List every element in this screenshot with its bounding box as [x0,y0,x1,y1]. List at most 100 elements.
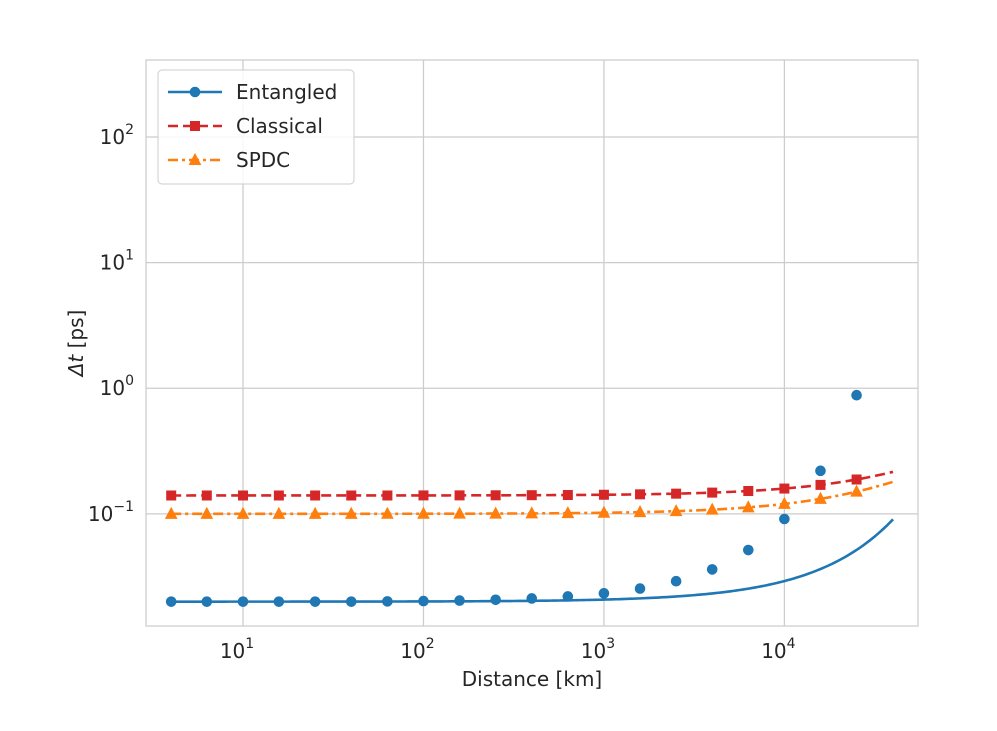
x-axis-label: Distance [km] [462,667,602,691]
data-point [851,474,862,485]
data-point [344,506,358,519]
y-tick-exponent: 2 [125,122,134,138]
data-point [598,489,609,500]
data-point [741,500,755,513]
legend-marker [190,121,200,131]
data-point [381,506,394,519]
data-point [382,596,393,607]
data-point [308,506,322,519]
data-point [561,506,575,519]
data-point [851,389,862,401]
data-point [743,544,754,556]
y-tick-exponent: −1 [113,499,134,515]
y-tick-exponent: 1 [125,248,134,264]
data-point [779,513,790,525]
data-point [633,505,647,518]
data-point [201,596,213,607]
data-point [382,490,393,501]
x-tick-base: 10 [761,639,786,663]
legend-marker [188,152,202,165]
data-point [706,564,718,575]
data-point [526,490,537,501]
x-tick-exponent: 3 [606,636,615,652]
data-point [309,596,321,607]
data-point [778,496,791,509]
x-tick-label: 101 [220,636,254,663]
legend-label: Classical [236,114,323,138]
data-point [634,583,646,594]
data-point [815,479,826,490]
series-layer [164,389,894,607]
data-point [779,483,790,494]
data-point [345,596,357,607]
x-tick-label: 103 [581,636,615,663]
data-point [490,594,501,606]
y-tick-base: 10 [100,251,125,275]
data-point [705,502,719,515]
plot-frame [145,59,919,627]
data-point [814,491,827,504]
x-tick-base: 10 [220,639,245,663]
legend: Entangled Classical SPDC [157,69,355,185]
series-classical [166,470,894,501]
data-point [164,506,178,519]
data-point [273,596,285,607]
data-point [236,506,250,519]
y-tick-label: 102 [100,122,134,149]
y-axis-label-unit: [ps] [64,310,88,355]
y-axis-label-symbol: Δt [64,354,88,379]
data-point [850,484,863,497]
data-point [598,588,610,599]
series-spdc [164,480,894,519]
x-tick-base: 10 [581,639,606,663]
y-tick-exponent: 0 [125,373,134,389]
data-point [166,490,177,501]
data-point [417,506,430,519]
data-point [815,465,826,477]
data-point [201,490,212,501]
x-tick-label: 104 [761,636,795,663]
y-tick-label: 10−1 [88,499,134,526]
legend-box [157,69,355,185]
data-point [418,490,429,501]
data-point [346,490,357,501]
data-point [418,595,429,607]
y-tick-label: 100 [100,373,134,400]
y-axis-label: Δt [ps] [64,310,88,379]
data-point [237,596,249,607]
data-point [635,489,646,500]
data-point [200,506,214,519]
y-tick-base: 10 [100,125,125,149]
data-point [707,487,718,498]
data-point [453,506,466,519]
series-entangled [165,389,894,607]
x-tick-exponent: 1 [245,636,254,652]
data-point [165,596,177,607]
data-point [238,490,249,501]
x-tick-exponent: 2 [426,636,435,652]
data-point [454,490,465,501]
data-point [562,490,573,501]
data-point [490,490,501,501]
x-tick-base: 10 [400,639,425,663]
y-tick-label: 101 [100,248,134,275]
legend-label: Entangled [236,80,337,104]
y-tick-base: 10 [88,502,113,526]
data-point [597,505,611,518]
data-point [671,488,682,499]
data-point [670,575,682,587]
data-point [489,506,502,519]
data-point [562,591,574,602]
data-point [454,595,465,606]
x-tick-exponent: 4 [787,636,796,652]
data-point [273,490,284,501]
legend-label: SPDC [236,148,290,172]
data-point [525,506,539,519]
x-tick-label: 102 [400,636,434,663]
data-point [272,506,286,519]
data-point [743,486,754,497]
data-point [310,490,321,501]
legend-marker [189,86,201,98]
